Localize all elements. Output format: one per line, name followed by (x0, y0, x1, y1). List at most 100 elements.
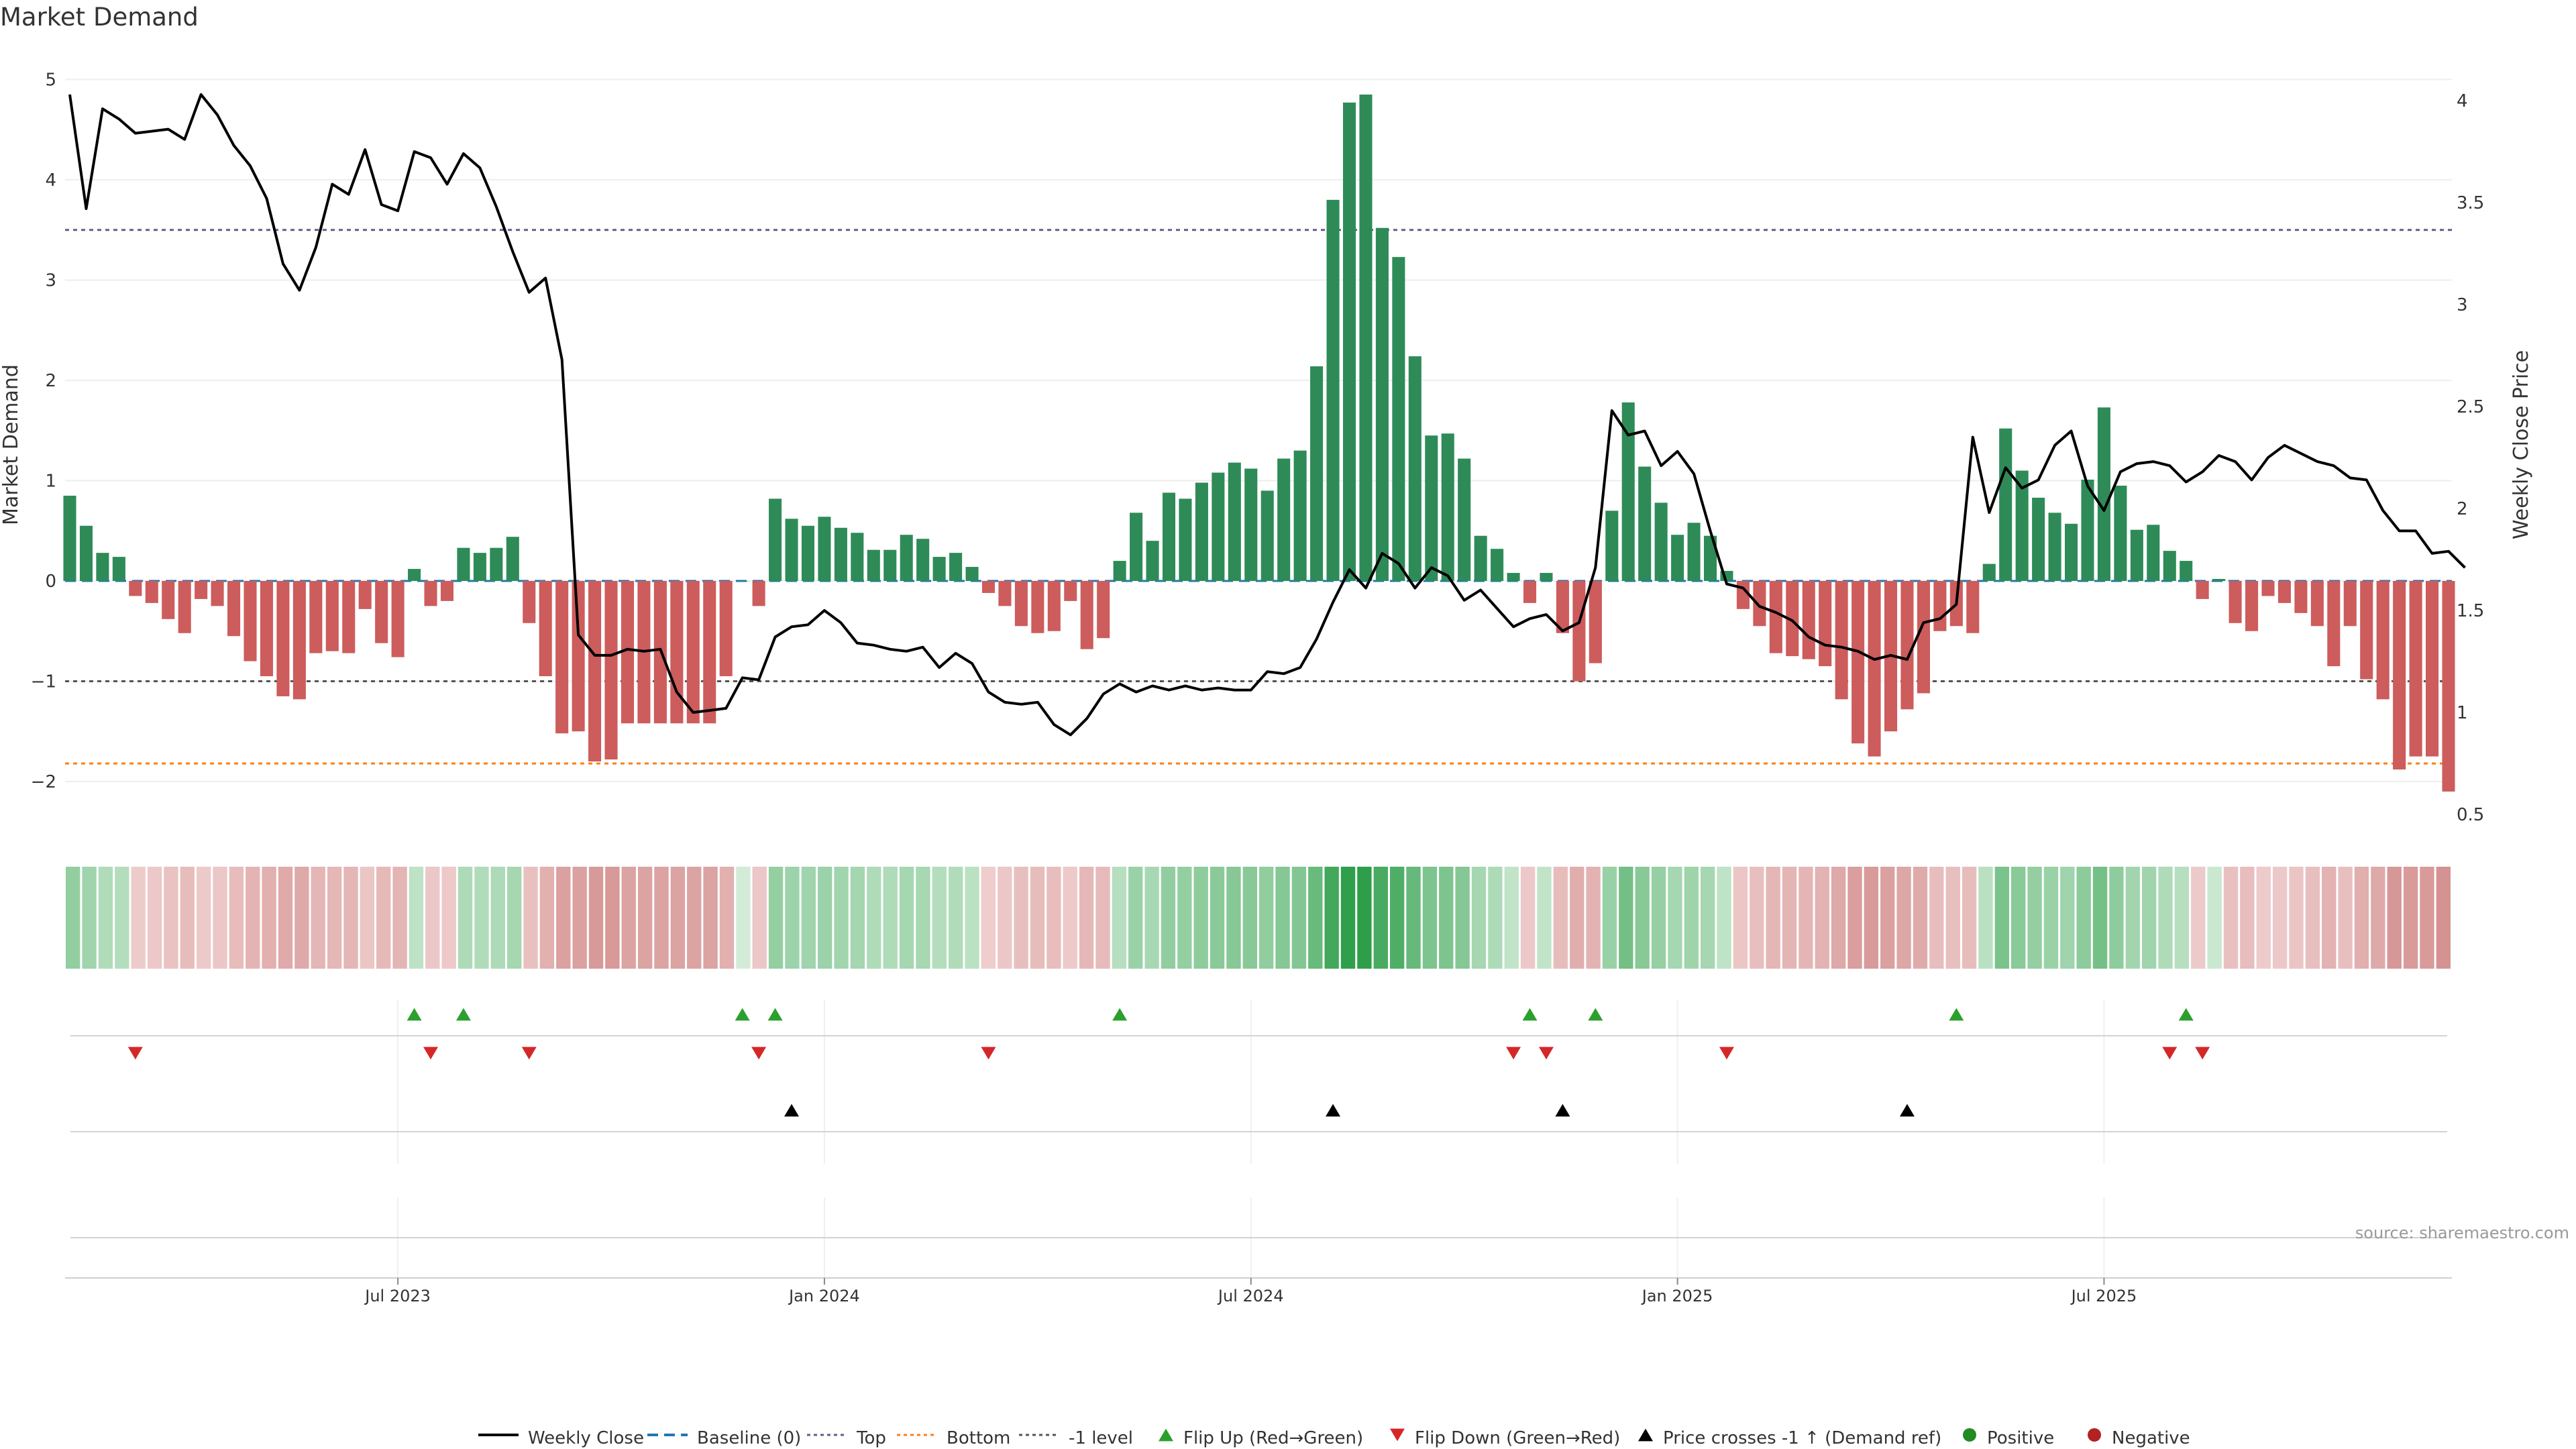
demand-bar (1933, 581, 1947, 631)
y-tick-label-left: −1 (31, 672, 56, 692)
flip-down-marker (1719, 1046, 1734, 1060)
demand-bar (2277, 581, 2291, 603)
heat-cell (66, 867, 80, 969)
demand-bar (112, 557, 125, 581)
heat-cell (1913, 867, 1928, 969)
flip-up-marker (455, 1008, 471, 1021)
y-tick-label-right: 1.5 (2457, 601, 2484, 621)
demand-bar (801, 525, 815, 581)
heat-cell (2060, 867, 2075, 969)
demand-bar (129, 581, 142, 596)
demand-bar (1786, 581, 1799, 657)
demand-bar (79, 525, 93, 581)
heat-cell (1700, 867, 1715, 969)
heat-cell (1831, 867, 1846, 969)
demand-bar (752, 581, 765, 606)
legend-swatch (2088, 1428, 2101, 1442)
demand-bar (1819, 581, 1832, 667)
demand-bar (1425, 435, 1438, 581)
demand-bar (572, 581, 585, 732)
demand-bar (2212, 579, 2226, 581)
heat-cell (1242, 867, 1257, 969)
heat-cell (131, 867, 146, 969)
demand-bar (325, 581, 339, 651)
y-tick-label-right: 0.5 (2457, 805, 2484, 825)
heat-cell (1553, 867, 1568, 969)
heat-cell (2125, 867, 2140, 969)
legend-label: Top (856, 1428, 886, 1448)
heat-cell (703, 867, 718, 969)
heat-cell (1324, 867, 1339, 969)
demand-bar (1408, 356, 1421, 581)
flip-down-marker (127, 1046, 143, 1060)
y-axis-title-left: Market Demand (0, 364, 23, 525)
heat-cell (1733, 867, 1748, 969)
flip-up-marker (1112, 1008, 1128, 1021)
demand-bar (2229, 581, 2242, 623)
heat-cell (1504, 867, 1519, 969)
legend-label: Bottom (947, 1428, 1010, 1448)
chart-title: Market Demand (0, 3, 199, 32)
demand-bar (358, 581, 372, 609)
heat-cell (2371, 867, 2385, 969)
demand-bar (1654, 502, 1668, 581)
price-cross-marker (1899, 1104, 1915, 1117)
demand-bar (1064, 581, 1077, 601)
y-tick-label-left: −2 (31, 772, 56, 792)
heat-cell (637, 867, 653, 969)
heat-cell (867, 867, 881, 969)
legend-swatch (1390, 1428, 1405, 1442)
heat-cell (1684, 867, 1699, 969)
demand-bar (604, 581, 618, 760)
demand-bar (998, 581, 1012, 606)
x-tick-label: Jan 2024 (788, 1287, 860, 1305)
demand-bar (1556, 581, 1569, 633)
heat-cell (981, 867, 996, 969)
demand-bar (523, 581, 536, 623)
demand-bar (2097, 407, 2110, 581)
heat-cell (605, 867, 620, 969)
demand-bar (1031, 581, 1044, 633)
heat-cell (1880, 867, 1895, 969)
y-tick-label-right: 3.5 (2457, 193, 2484, 213)
flip-down-marker (1538, 1046, 1554, 1060)
heat-cell (262, 867, 276, 969)
demand-bar (473, 553, 486, 581)
x-axis: Jul 2023 Jan 2024 Jul 2024 Jan 2025 Jul 2025 (65, 1277, 2452, 1305)
demand-bar (1523, 581, 1537, 603)
heat-cell (2158, 867, 2173, 969)
demand-bar (375, 581, 388, 643)
demand-bar (1277, 458, 1291, 581)
heat-cell (834, 867, 849, 969)
legend-label: Weekly Close (528, 1428, 644, 1448)
demand-bar (719, 581, 733, 677)
demand-bar (195, 581, 208, 599)
demand-bar (1212, 472, 1225, 581)
heat-cell (1520, 867, 1536, 969)
demand-bar (834, 527, 847, 581)
flip-down-marker (2195, 1046, 2210, 1060)
heat-cell (539, 867, 555, 969)
demand-bar (2409, 581, 2422, 757)
price-cross-marker (1326, 1104, 1341, 1117)
heat-cell (998, 867, 1012, 969)
heat-cell (1896, 867, 1911, 969)
heat-cell (523, 867, 538, 969)
heat-cell (1161, 867, 1176, 969)
heat-cell (392, 867, 407, 969)
heat-cell (1112, 867, 1127, 969)
legend-item: Price crosses -1 ↑ (Demand ref) (1638, 1428, 1941, 1448)
demand-bar (965, 567, 979, 581)
demand-bar (1359, 94, 1373, 582)
heat-cell (278, 867, 293, 969)
demand-bar (276, 581, 290, 696)
demand-bar (1146, 541, 1159, 581)
demand-bar (736, 581, 749, 582)
demand-bar (342, 581, 356, 653)
demand-bar (703, 581, 716, 724)
heat-cell (556, 867, 571, 969)
demand-bar (900, 535, 913, 581)
heat-cell (2076, 867, 2091, 969)
demand-bar (1605, 511, 1619, 581)
demand-bar (1326, 199, 1340, 581)
